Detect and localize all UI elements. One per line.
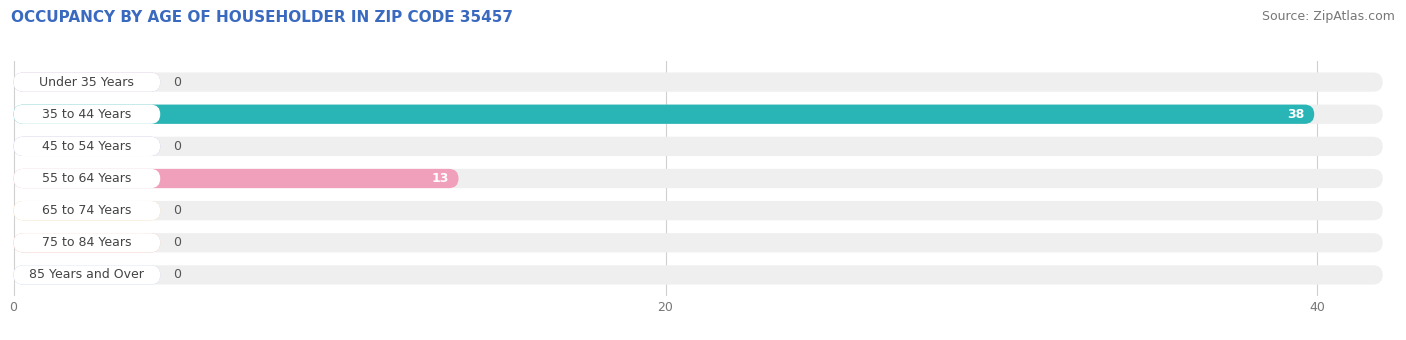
FancyBboxPatch shape [14, 137, 160, 156]
FancyBboxPatch shape [14, 201, 160, 220]
Text: 13: 13 [432, 172, 449, 185]
FancyBboxPatch shape [14, 137, 160, 156]
FancyBboxPatch shape [14, 105, 1382, 124]
Text: 85 Years and Over: 85 Years and Over [30, 268, 145, 282]
Text: Under 35 Years: Under 35 Years [39, 75, 135, 89]
FancyBboxPatch shape [14, 72, 1382, 92]
Text: 35 to 44 Years: 35 to 44 Years [42, 108, 132, 121]
FancyBboxPatch shape [14, 265, 160, 285]
FancyBboxPatch shape [14, 105, 160, 124]
FancyBboxPatch shape [14, 169, 1382, 188]
FancyBboxPatch shape [14, 201, 1382, 220]
Text: 75 to 84 Years: 75 to 84 Years [42, 236, 132, 249]
FancyBboxPatch shape [14, 169, 160, 188]
FancyBboxPatch shape [14, 265, 160, 285]
FancyBboxPatch shape [14, 72, 160, 92]
Text: OCCUPANCY BY AGE OF HOUSEHOLDER IN ZIP CODE 35457: OCCUPANCY BY AGE OF HOUSEHOLDER IN ZIP C… [11, 10, 513, 25]
FancyBboxPatch shape [14, 233, 160, 252]
FancyBboxPatch shape [14, 201, 160, 220]
Text: 0: 0 [173, 268, 181, 282]
Text: 55 to 64 Years: 55 to 64 Years [42, 172, 132, 185]
Text: 38: 38 [1286, 108, 1305, 121]
FancyBboxPatch shape [14, 169, 458, 188]
Text: 0: 0 [173, 140, 181, 153]
Text: 45 to 54 Years: 45 to 54 Years [42, 140, 132, 153]
FancyBboxPatch shape [14, 137, 1382, 156]
FancyBboxPatch shape [14, 233, 1382, 252]
FancyBboxPatch shape [14, 72, 160, 92]
Text: 0: 0 [173, 204, 181, 217]
Text: 65 to 74 Years: 65 to 74 Years [42, 204, 132, 217]
Text: 0: 0 [173, 236, 181, 249]
Text: 0: 0 [173, 75, 181, 89]
FancyBboxPatch shape [14, 105, 1315, 124]
Text: Source: ZipAtlas.com: Source: ZipAtlas.com [1261, 10, 1395, 23]
FancyBboxPatch shape [14, 233, 160, 252]
FancyBboxPatch shape [14, 265, 1382, 285]
